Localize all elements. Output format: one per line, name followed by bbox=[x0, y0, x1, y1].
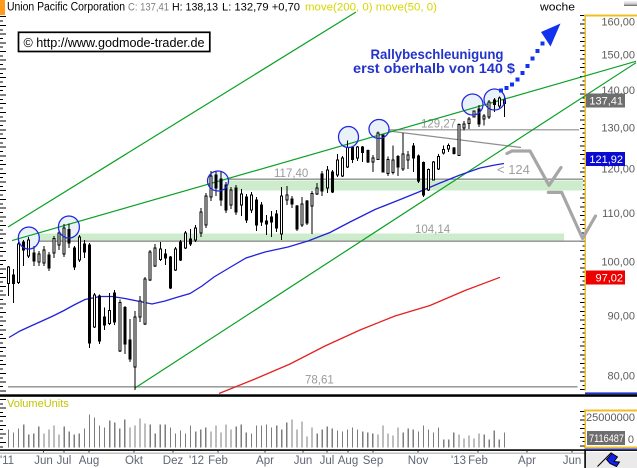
svg-text:Jul: Jul bbox=[320, 455, 335, 467]
svg-text:Jun: Jun bbox=[563, 455, 582, 467]
svg-text:129,27: 129,27 bbox=[421, 119, 456, 131]
svg-text:Aug: Aug bbox=[79, 455, 99, 467]
svg-text:78,61: 78,61 bbox=[305, 375, 334, 387]
svg-text:104,14: 104,14 bbox=[415, 224, 451, 236]
svg-text:160,00: 160,00 bbox=[601, 17, 635, 29]
svg-text:137,41: 137,41 bbox=[589, 96, 623, 108]
svg-text:© http://www.godmode-trader.de: © http://www.godmode-trader.de bbox=[24, 35, 205, 50]
svg-text:25000000: 25000000 bbox=[586, 412, 635, 424]
svg-text:erst oberhalb von 140 $: erst oberhalb von 140 $ bbox=[353, 60, 515, 76]
svg-text:100,00: 100,00 bbox=[601, 257, 635, 269]
svg-text:Jun: Jun bbox=[34, 455, 53, 467]
svg-text:Union Pacific Corporation: Union Pacific Corporation bbox=[7, 2, 125, 14]
svg-text:97,02: 97,02 bbox=[595, 273, 623, 285]
svg-text:move(200, 0) move(50, 0): move(200, 0) move(50, 0) bbox=[305, 2, 437, 14]
svg-text:Jul: Jul bbox=[57, 455, 72, 467]
svg-text:L: 132,79 +0,70: L: 132,79 +0,70 bbox=[222, 2, 300, 14]
svg-text:Nov: Nov bbox=[408, 455, 429, 467]
svg-text:H: 138,13: H: 138,13 bbox=[172, 2, 218, 14]
svg-text:150,00: 150,00 bbox=[601, 50, 635, 62]
svg-text:< 124: < 124 bbox=[497, 162, 530, 177]
svg-text:'12: '12 bbox=[189, 455, 204, 467]
svg-text:7116487: 7116487 bbox=[589, 433, 624, 445]
svg-text:Feb: Feb bbox=[208, 455, 228, 467]
svg-text:'13: '13 bbox=[451, 455, 466, 467]
svg-text:Sep: Sep bbox=[363, 455, 383, 467]
svg-text:80,00: 80,00 bbox=[607, 371, 635, 383]
svg-text:Okt: Okt bbox=[125, 455, 144, 467]
svg-text:Dez: Dez bbox=[163, 455, 184, 467]
svg-text:120,00: 120,00 bbox=[601, 164, 635, 176]
svg-text:Apr: Apr bbox=[256, 455, 274, 467]
svg-text:Feb: Feb bbox=[468, 455, 488, 467]
svg-text:C: 137,41: C: 137,41 bbox=[128, 2, 169, 14]
svg-text:0: 0 bbox=[628, 434, 634, 446]
svg-text:110,00: 110,00 bbox=[602, 208, 635, 220]
svg-text:Rallybeschleunigung: Rallybeschleunigung bbox=[371, 46, 504, 62]
svg-text:Aug: Aug bbox=[338, 455, 358, 467]
svg-text:117,40: 117,40 bbox=[274, 168, 308, 180]
svg-text:VolumeUnits: VolumeUnits bbox=[7, 398, 69, 410]
svg-text:Apr: Apr bbox=[518, 455, 536, 467]
svg-text:woche: woche bbox=[539, 2, 575, 14]
svg-text:121,92: 121,92 bbox=[589, 154, 623, 166]
svg-text:Jun: Jun bbox=[294, 455, 313, 467]
svg-text:90,00: 90,00 bbox=[607, 310, 635, 322]
svg-text:'11: '11 bbox=[0, 455, 14, 467]
svg-text:130,00: 130,00 bbox=[601, 123, 635, 135]
